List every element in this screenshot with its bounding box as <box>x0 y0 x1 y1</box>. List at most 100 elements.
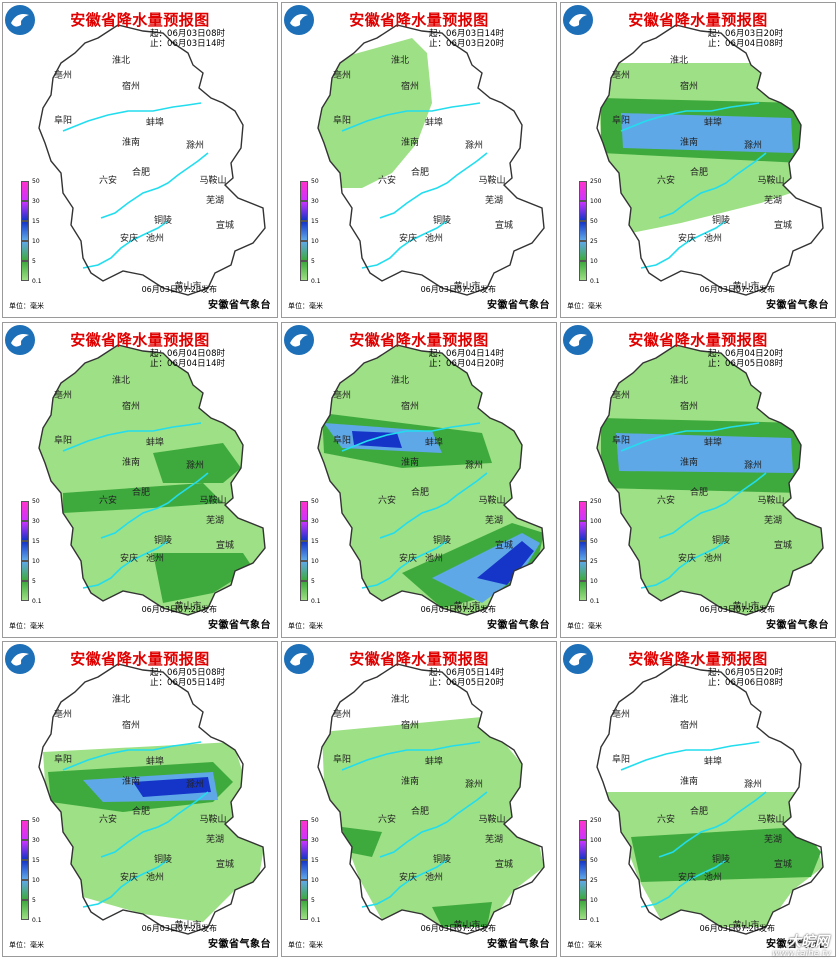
city-label: 滁州 <box>186 779 204 790</box>
precip-legend: 250 100 50 25 10 0.1 <box>579 178 601 291</box>
panel-title: 安徽省降水量预报图 <box>349 11 489 29</box>
city-label: 蚌埠 <box>425 116 443 128</box>
city-label: 安庆 <box>120 871 138 883</box>
start-time: 起：06月04日14时 <box>429 349 504 359</box>
province-outline <box>38 663 266 935</box>
city-label: 淮南 <box>680 775 698 787</box>
legend-label: 0.1 <box>590 917 600 924</box>
city-label: 蚌埠 <box>146 436 164 448</box>
legend-label: 250 <box>590 178 602 185</box>
city-label: 宣城 <box>495 219 513 231</box>
city-label: 合肥 <box>690 805 708 817</box>
rain-zone <box>153 553 253 603</box>
city-label: 阜阳 <box>54 434 72 446</box>
city-label: 铜陵 <box>154 534 172 546</box>
city-label: 六安 <box>657 494 675 506</box>
legend-label: 50 <box>590 857 598 864</box>
river <box>379 472 488 539</box>
river <box>658 472 767 539</box>
weather-logo-icon <box>5 5 35 35</box>
city-label: 合肥 <box>411 805 429 817</box>
city-label: 宿州 <box>680 80 698 92</box>
city-label: 蚌埠 <box>704 436 722 448</box>
unit-label: 单位：毫米 <box>288 941 323 949</box>
forecast-panel-3: 淮北 亳州 宿州 阜阳 蚌埠 淮南 滁州 六安 合肥 马鞍山 芜湖 铜陵 宣城 安庆 池州 黄山市 安徽省降水量… <box>560 2 836 318</box>
legend-label: 10 <box>32 877 40 884</box>
city-label: 马鞍山 <box>199 813 226 825</box>
city-label: 池州 <box>425 552 443 564</box>
city-label: 淮北 <box>391 694 409 705</box>
city-label: 芜湖 <box>206 514 224 526</box>
legend-swatch <box>21 561 29 581</box>
panel-title: 安徽省降水量预报图 <box>70 650 210 668</box>
city-label: 淮南 <box>122 456 140 468</box>
city-label: 安庆 <box>678 871 696 883</box>
time-range: 起：06月03日08时 止：06月03日14时 <box>150 29 225 49</box>
city-label: 池州 <box>146 871 164 883</box>
published-time: 06月03日07:20发布 <box>420 924 496 933</box>
legend-swatch <box>300 221 308 241</box>
province-outline <box>596 24 824 296</box>
city-label: 宣城 <box>495 539 513 551</box>
river <box>100 791 209 858</box>
end-time: 止：06月04日08时 <box>708 39 783 49</box>
legend-label: 15 <box>311 218 319 225</box>
city-label: 蚌埠 <box>146 116 164 128</box>
province-outline <box>596 663 824 935</box>
city-label: 宿州 <box>122 80 140 92</box>
legend-label: 30 <box>311 518 319 525</box>
rain-zone <box>153 443 241 483</box>
river <box>62 422 202 452</box>
city-label: 宿州 <box>401 719 419 731</box>
city-label: 阜阳 <box>54 114 72 126</box>
legend-label: 10 <box>590 897 598 904</box>
precip-legend: 250 100 50 25 10 0.1 <box>579 498 601 611</box>
city-label: 六安 <box>657 813 675 825</box>
time-range: 起：06月04日20时 止：06月05日08时 <box>708 349 783 369</box>
published-time: 06月03日07:20发布 <box>699 285 775 294</box>
river <box>100 472 209 539</box>
legend-swatch <box>579 501 587 521</box>
end-time: 止：06月05日08时 <box>708 359 783 369</box>
city-label: 亳州 <box>54 389 72 401</box>
city-label: 阜阳 <box>612 753 630 765</box>
legend-swatch <box>300 181 308 201</box>
city-label: 淮北 <box>670 694 688 705</box>
legend-swatch <box>300 241 308 261</box>
city-label: 蚌埠 <box>146 755 164 767</box>
legend-label: 50 <box>590 538 598 545</box>
city-label: 淮北 <box>670 375 688 386</box>
city-label: 池州 <box>704 552 722 564</box>
city-label: 铜陵 <box>712 214 730 226</box>
start-time: 起：06月05日20时 <box>708 668 783 678</box>
city-label: 蚌埠 <box>425 436 443 448</box>
legend-label: 15 <box>311 857 319 864</box>
legend-swatch <box>579 241 587 261</box>
legend-swatch <box>300 880 308 900</box>
issuer-name: 安徽省气象台 <box>766 300 829 311</box>
city-label: 铜陵 <box>712 853 730 865</box>
time-range: 起：06月05日14时 止：06月05日20时 <box>429 668 504 688</box>
weather-logo-icon <box>563 5 593 35</box>
city-label: 黄山市 <box>174 919 201 931</box>
published-time: 06月03日07:20发布 <box>141 285 217 294</box>
time-range: 起：06月05日20时 止：06月06日08时 <box>708 668 783 688</box>
precip-legend: 50 30 15 10 5 0.1 <box>21 817 42 930</box>
precip-legend: 50 30 15 10 5 0.1 <box>300 498 321 611</box>
legend-swatch <box>579 561 587 581</box>
city-label: 马鞍山 <box>199 494 226 506</box>
city-label: 淮南 <box>401 456 419 468</box>
legend-label: 5 <box>311 578 315 585</box>
city-label: 六安 <box>378 813 396 825</box>
start-time: 起：06月03日20时 <box>708 29 783 39</box>
city-label: 滁州 <box>465 779 483 790</box>
legend-label: 5 <box>311 258 315 265</box>
city-label: 芜湖 <box>485 514 503 526</box>
legend-swatch <box>579 880 587 900</box>
city-label: 安庆 <box>678 552 696 564</box>
legend-label: 30 <box>32 198 40 205</box>
city-label: 合肥 <box>690 166 708 178</box>
